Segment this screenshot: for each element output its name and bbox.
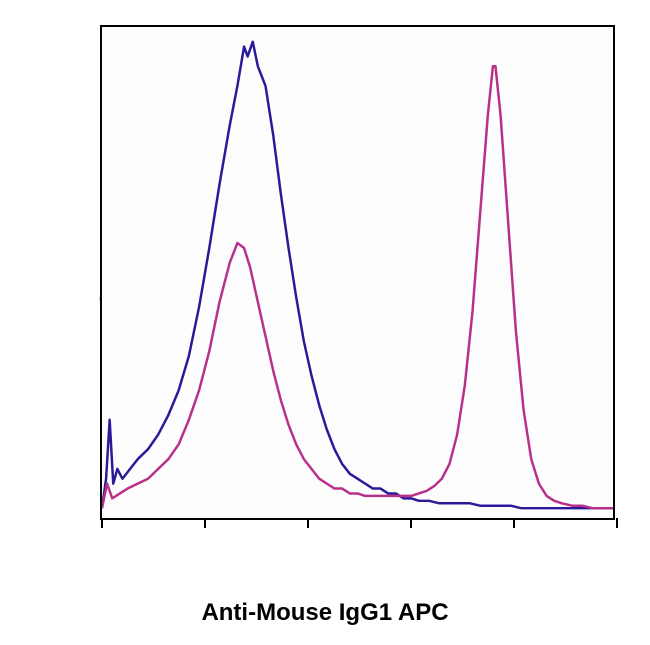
x-tick bbox=[204, 518, 206, 528]
plot-area bbox=[100, 25, 615, 520]
x-tick bbox=[410, 518, 412, 528]
series-control bbox=[102, 42, 613, 508]
x-axis-label: Anti-Mouse IgG1 APC bbox=[201, 599, 448, 627]
x-tick bbox=[616, 518, 618, 528]
chart-container: Count bbox=[70, 25, 615, 520]
series-stained bbox=[102, 66, 613, 508]
x-tick bbox=[513, 518, 515, 528]
x-tick bbox=[307, 518, 309, 528]
histogram-svg bbox=[102, 27, 613, 518]
x-tick bbox=[101, 518, 103, 528]
